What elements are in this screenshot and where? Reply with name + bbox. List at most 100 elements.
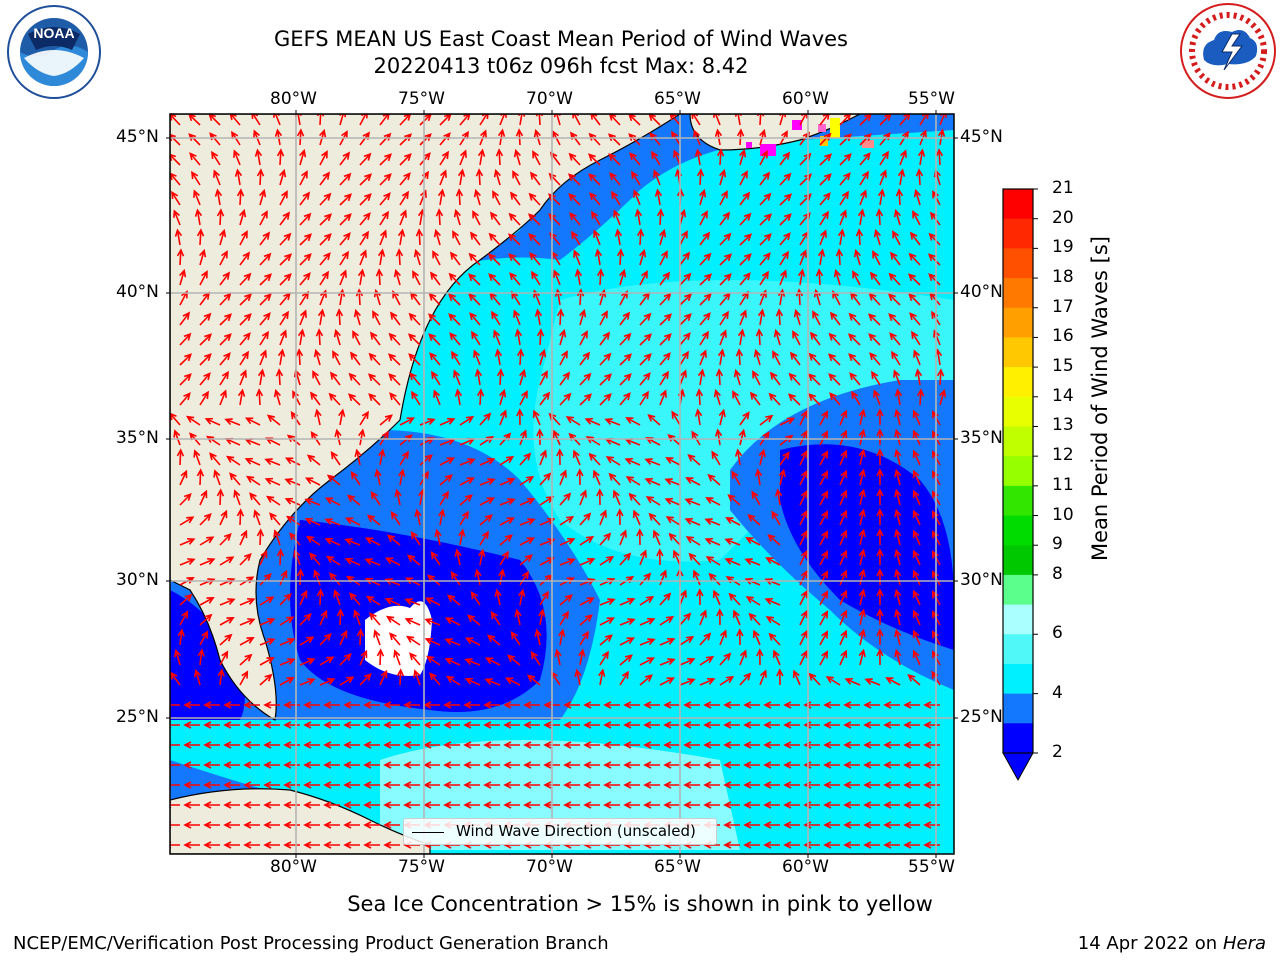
wind-arrow bbox=[229, 472, 241, 486]
wind-arrow bbox=[459, 458, 476, 466]
wind-arrow bbox=[279, 616, 295, 626]
wind-arrow bbox=[912, 649, 921, 666]
wind-arrow bbox=[876, 528, 884, 546]
wind-arrow bbox=[510, 631, 521, 646]
footer-branch: NCEP/EMC/Verification Post Processing Pr… bbox=[13, 933, 609, 954]
map-frame bbox=[169, 113, 955, 855]
wind-arrow bbox=[639, 617, 656, 626]
wind-arrow bbox=[463, 701, 480, 709]
wind-arrow bbox=[763, 781, 780, 789]
wind-arrow bbox=[349, 592, 361, 606]
wind-arrow bbox=[439, 150, 449, 166]
wind-arrow bbox=[346, 494, 361, 506]
colorbar-tick-label: 16 bbox=[1052, 326, 1074, 347]
wind-arrow bbox=[759, 213, 773, 226]
wind-arrow bbox=[879, 169, 887, 186]
wind-arrow bbox=[509, 191, 521, 206]
wind-arrow bbox=[913, 188, 921, 206]
wind-arrow bbox=[170, 114, 181, 126]
wind-arrow bbox=[539, 370, 548, 386]
wind-arrow bbox=[323, 841, 340, 849]
wind-arrow bbox=[339, 213, 352, 226]
wind-arrow bbox=[634, 208, 643, 226]
wind-arrow bbox=[849, 372, 861, 386]
wind-arrow bbox=[403, 701, 420, 709]
lon-label-top: 70°W bbox=[526, 89, 573, 109]
wind-arrow bbox=[386, 534, 401, 546]
wind-arrow bbox=[286, 515, 301, 526]
wind-arrow bbox=[864, 678, 881, 686]
wind-arrow bbox=[858, 528, 866, 546]
wind-arrow bbox=[363, 821, 380, 829]
wind-arrow bbox=[383, 801, 400, 809]
wind-arrow bbox=[783, 801, 800, 809]
wind-arrow bbox=[523, 701, 540, 709]
wind-arrow bbox=[739, 649, 747, 666]
wind-arrow bbox=[843, 781, 860, 789]
wind-arrow bbox=[536, 328, 545, 346]
wind-arrow bbox=[223, 821, 240, 829]
wind-arrow bbox=[443, 721, 460, 729]
wind-arrow bbox=[433, 228, 441, 246]
wind-arrow bbox=[439, 457, 455, 466]
wind-arrow bbox=[530, 651, 541, 666]
wind-arrow bbox=[779, 269, 787, 286]
wind-arrow bbox=[885, 677, 901, 686]
wind-arrow bbox=[189, 152, 201, 166]
wind-arrow bbox=[472, 210, 481, 226]
wind-arrow bbox=[299, 657, 316, 666]
wind-arrow bbox=[523, 741, 540, 749]
wind-arrow bbox=[264, 477, 281, 486]
wind-arrow bbox=[467, 273, 481, 286]
wind-arrow bbox=[199, 613, 213, 626]
wind-arrow bbox=[753, 348, 761, 366]
wind-arrow bbox=[368, 352, 381, 366]
wind-arrow bbox=[631, 170, 641, 186]
wind-arrow bbox=[659, 250, 668, 266]
wind-arrow bbox=[583, 721, 600, 729]
wind-arrow bbox=[603, 721, 620, 729]
wind-arrow bbox=[447, 293, 461, 306]
colorbar-segment bbox=[1003, 723, 1033, 754]
wind-arrow bbox=[629, 152, 641, 166]
wind-arrow bbox=[619, 353, 633, 366]
wind-arrow bbox=[439, 490, 449, 506]
wind-arrow bbox=[426, 655, 441, 666]
wind-arrow bbox=[283, 821, 300, 829]
wind-arrow bbox=[829, 392, 841, 406]
wind-arrow bbox=[370, 491, 381, 506]
wind-arrow bbox=[912, 449, 921, 466]
wind-arrow bbox=[393, 649, 401, 666]
wind-arrow bbox=[364, 577, 381, 586]
colorbar-tick-label: 21 bbox=[1052, 178, 1074, 198]
map-subtitle: 20220413 t06z 096h fcst Max: 8.42 bbox=[373, 54, 749, 78]
wind-arrow bbox=[506, 654, 521, 666]
wind-arrow bbox=[424, 637, 441, 646]
wind-arrow bbox=[876, 428, 884, 446]
wind-arrow bbox=[819, 490, 829, 506]
wind-arrow bbox=[199, 333, 213, 346]
wind-arrow bbox=[603, 701, 620, 709]
wind-arrow bbox=[639, 657, 655, 666]
wind-arrow bbox=[314, 408, 322, 426]
wind-arrow bbox=[219, 577, 236, 586]
wind-arrow bbox=[858, 588, 866, 606]
wind-arrow bbox=[403, 721, 420, 729]
wind-arrow bbox=[459, 510, 469, 526]
wind-arrow bbox=[739, 309, 747, 326]
wind-arrow bbox=[647, 414, 661, 426]
wind-arrow bbox=[912, 609, 921, 626]
wind-arrow bbox=[652, 529, 661, 546]
wind-arrow bbox=[499, 534, 513, 546]
wind-arrow bbox=[576, 468, 584, 486]
wind-arrow bbox=[363, 761, 380, 769]
wind-arrow bbox=[393, 268, 401, 286]
wind-arrow bbox=[439, 417, 456, 426]
wind-arrow bbox=[771, 510, 781, 526]
wind-arrow bbox=[912, 529, 921, 546]
wind-arrow bbox=[323, 741, 340, 749]
wind-arrow bbox=[289, 532, 301, 546]
wind-arrow bbox=[239, 553, 252, 566]
wind-arrow bbox=[403, 761, 420, 769]
wind-arrow bbox=[194, 208, 203, 226]
